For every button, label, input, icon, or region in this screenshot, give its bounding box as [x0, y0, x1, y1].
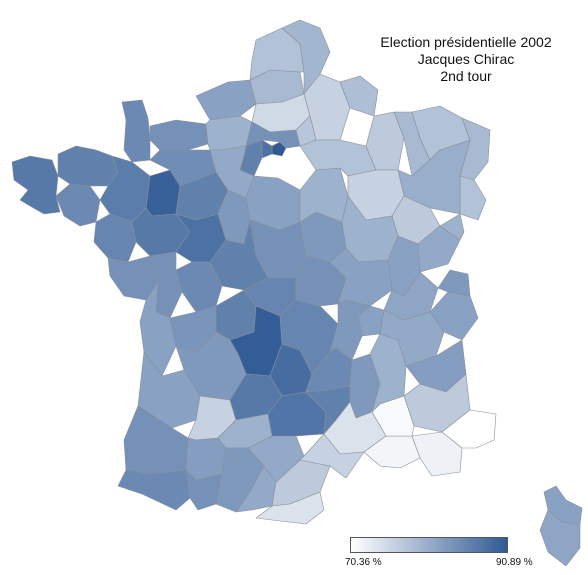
map-title-line-2: Jacques Chirac: [417, 51, 515, 67]
legend-min-label: 70.36 %: [345, 557, 382, 568]
department-yonne: Yonne: 80 %: [299, 167, 349, 223]
department-alpes-de-haute-provence: Alpes-de-Haute-Provence: 77 %: [403, 373, 471, 433]
department-loire: Loire: 83 %: [329, 299, 371, 361]
department-doubs: Doubs: 81 %: [417, 225, 461, 273]
department-pyrenees-orientales: Pyrénées-Orientales: 74 %: [255, 491, 325, 525]
legend-max-label: 90.89 %: [496, 557, 533, 568]
department-pyrenees-atlantiques: Pyrénées-Atlantiques: 85 %: [117, 469, 191, 511]
department-territoire-de-belfort: Territoire de Belfort: 80 %: [439, 213, 465, 241]
department-loire-atlantique: Loire-Atlantique: 85.5 %: [93, 213, 137, 263]
department-corse-du-sud: Corse-du-Sud: 81.5 %: [539, 509, 581, 567]
department-gers: Gers: 82.5 %: [185, 437, 227, 481]
department-indre: Indre: 86 %: [209, 219, 269, 291]
department-manche: Manche: 85 %: [121, 99, 151, 163]
department-alpes-maritimes: Alpes-Maritimes: 70.36 %: [441, 409, 497, 449]
department-tarn: Tarn: 81 %: [247, 435, 305, 483]
department-marne: Marne: 77.5 %: [285, 115, 317, 149]
department-herault: Hérault: 76 %: [299, 433, 365, 479]
department-vaucluse: Vaucluse: 71 %: [371, 395, 415, 437]
map-title-line-3: 2nd tour: [440, 68, 492, 84]
department-morbihan: Morbihan: 85 %: [55, 183, 101, 227]
department-cotes-d-armor: Côtes-d'Armor: 86 %: [57, 145, 119, 187]
department-calvados: Calvados: 84 %: [149, 119, 209, 151]
map-title-line-1: Election présidentielle 2002: [380, 34, 552, 50]
department-haut-rhin: Haut-Rhin: 78 %: [459, 175, 487, 221]
department-eure: Eure: 80 %: [205, 115, 253, 151]
department-haute-savoie: Haute-Savoie: 83 %: [437, 269, 471, 297]
department-hauts-de-seine: Hauts-de-Seine: 88 %: [261, 139, 273, 159]
legend-color-bar: [350, 537, 508, 553]
department-finistere: Finistère: 87 %: [11, 155, 61, 215]
department-seine-maritime: Seine-Maritime: 82 %: [195, 79, 257, 121]
department-ardennes: Ardennes: 78.5 %: [339, 75, 379, 117]
